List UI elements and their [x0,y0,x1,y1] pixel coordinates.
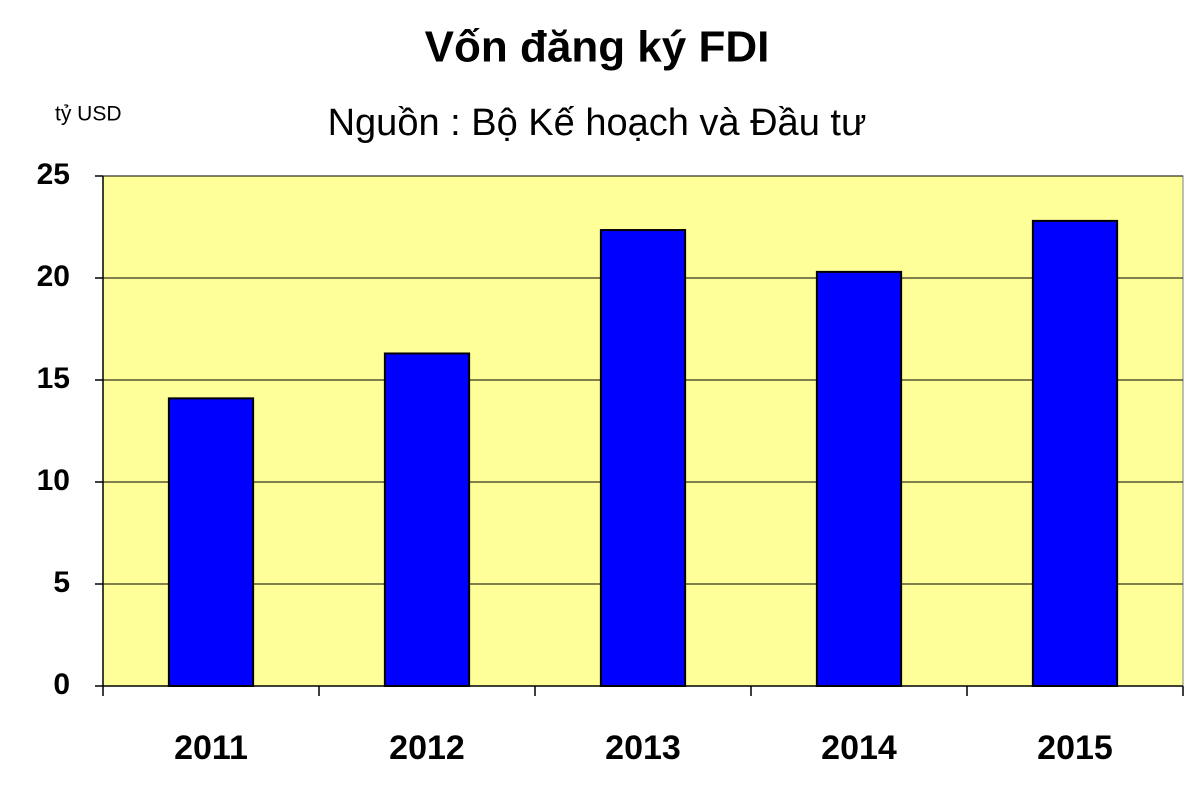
bar [599,229,687,687]
y-tick-label: 5 [53,566,70,599]
y-tick-label: 20 [37,260,70,293]
y-tick-label: 15 [37,362,70,395]
x-tick-label: 2012 [389,729,465,767]
y-axis-label: tỷ USD [55,103,122,126]
y-tick-label: 25 [37,158,70,191]
y-tick-label: 10 [37,464,70,497]
bar [815,270,903,687]
x-tick-label: 2013 [605,729,681,767]
x-tick-label: 2011 [174,729,248,767]
chart-subtitle: Nguồn : Bộ Kế hoạch và Đầu tư [328,102,867,144]
x-tick-label: 2014 [821,729,897,767]
chart-title: Vốn đăng ký FDI [425,23,770,72]
bar [1031,219,1119,687]
y-tick-label: 0 [53,668,70,701]
bar [167,397,255,687]
bar [383,352,471,687]
x-tick-label: 2015 [1037,729,1113,767]
